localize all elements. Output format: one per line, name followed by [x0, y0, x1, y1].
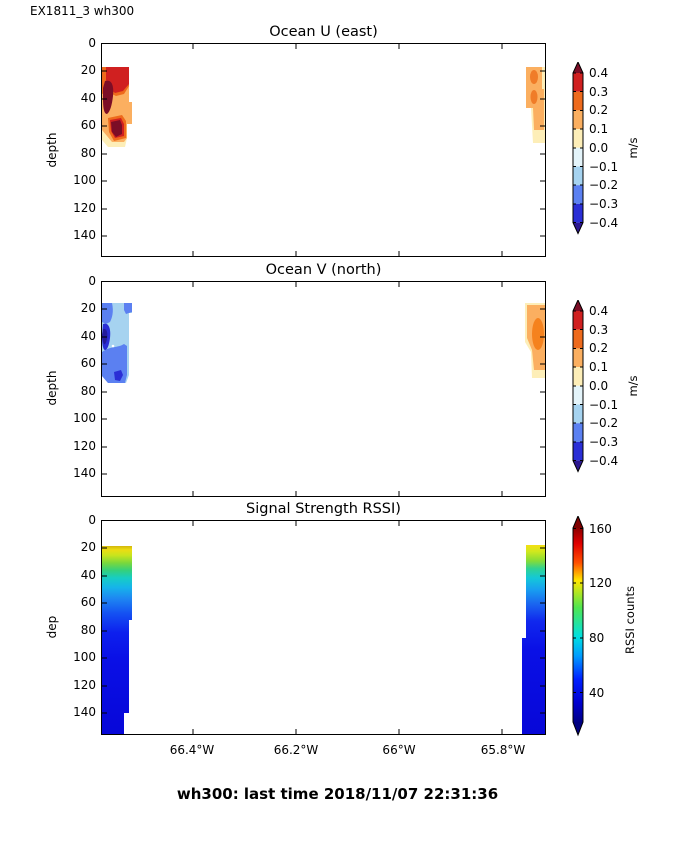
panel1-plot-area [102, 44, 545, 256]
panel1-ytick-120: 120 [73, 200, 96, 215]
xtick-65-8w: 65.8°W [480, 743, 526, 757]
cb3-tick-40: 40 [589, 685, 605, 700]
panel2-ytick-40: 40 [80, 328, 96, 343]
panel2-colorbar [572, 300, 584, 473]
panel3-colorbar [572, 516, 584, 737]
cb1-unit-label: m/s [626, 137, 640, 159]
panel3-ytick-100: 100 [73, 650, 96, 665]
cb1-tick-04: 0.4 [589, 66, 609, 80]
panel1-ytick-20: 20 [80, 63, 96, 78]
panel3-ytick-60: 60 [80, 595, 96, 610]
xtick-66-4w: 66.4°W [169, 743, 215, 757]
panel2-ytick-20: 20 [80, 301, 96, 316]
cb2-tick-03: 0.3 [589, 322, 609, 337]
panel3-title: Signal Strength RSSI) [246, 501, 401, 517]
cb2-tick-m01: −0.1 [589, 397, 619, 412]
panel1-ytick-0: 0 [88, 36, 96, 50]
panel1-title: Ocean U (east) [269, 24, 378, 40]
panel1-ytick-40: 40 [80, 90, 96, 105]
cb1-tick-m04: −0.4 [589, 215, 619, 230]
cb2-tick-m04: −0.4 [589, 453, 619, 468]
cb2-unit-label: m/s [626, 375, 640, 397]
xtick-66-2w: 66.2°W [273, 743, 319, 757]
panel3-ticks [102, 521, 545, 734]
panel1-colorbar [572, 62, 584, 235]
panel2-ytick-60: 60 [80, 356, 96, 371]
cb1-tick-01: 0.1 [589, 122, 609, 137]
cb1-tick-02: 0.2 [589, 103, 609, 118]
cb2-tick-01: 0.1 [589, 360, 609, 375]
panel3-ytick-120: 120 [73, 677, 96, 692]
panel2-plot-area [102, 282, 545, 496]
cb1-tick-m03: −0.3 [589, 196, 619, 211]
cb1-tick-m02: −0.2 [589, 178, 619, 193]
panel3-ytick-80: 80 [80, 622, 96, 637]
cb3-tick-120: 120 [589, 576, 612, 591]
panel2-ytick-0: 0 [88, 274, 96, 288]
panel3-ylabel: dep [45, 615, 59, 639]
panel2-west-contour [102, 303, 132, 383]
panel3-west-contour [102, 546, 132, 734]
panel2-ytick-80: 80 [80, 383, 96, 398]
cb2-tick-04: 0.4 [589, 304, 609, 318]
panel2-title: Ocean V (north) [265, 262, 382, 278]
panel3-ytick-140: 140 [73, 705, 96, 719]
cb1-tick-00: 0.0 [589, 140, 609, 155]
panel1-ytick-140: 140 [73, 228, 96, 242]
panel1-ticks [102, 44, 545, 256]
panel1-ytick-80: 80 [80, 145, 96, 160]
panel3-east-contour [522, 545, 545, 734]
panel2-ytick-120: 120 [73, 438, 96, 453]
cb3-tick-80: 80 [589, 630, 605, 645]
panel1-ytick-60: 60 [80, 118, 96, 133]
cb3-unit-label: RSSI counts [623, 585, 637, 655]
panel3-ytick-40: 40 [80, 567, 96, 582]
panel2-ticks [102, 282, 545, 496]
panel2-east-contour [525, 303, 545, 378]
cb1-tick-03: 0.3 [589, 84, 609, 99]
cb2-tick-m02: −0.2 [589, 416, 619, 431]
panel2-ytick-140: 140 [73, 466, 96, 480]
cb2-tick-m03: −0.3 [589, 434, 619, 449]
cb2-tick-00: 0.0 [589, 378, 609, 393]
panel1-ylabel: depth [45, 132, 59, 168]
panel2-ytick-100: 100 [73, 411, 96, 426]
cb3-tick-160: 160 [589, 521, 612, 536]
panel3-ytick-20: 20 [80, 540, 96, 555]
panel1-east-contour [526, 67, 545, 143]
cb2-tick-02: 0.2 [589, 341, 609, 356]
figure-header-label: EX1811_3 wh300 [30, 4, 135, 18]
cb1-tick-m01: −0.1 [589, 159, 619, 174]
xtick-66w: 66°W [382, 743, 416, 757]
panel3-axes [101, 520, 546, 735]
panel2-axes [101, 281, 546, 497]
panel2-ylabel: depth [45, 370, 59, 406]
panel1-axes [101, 43, 546, 257]
panel3-ytick-0: 0 [88, 513, 96, 527]
panel1-west-contour [102, 67, 132, 147]
panel1-ytick-100: 100 [73, 173, 96, 188]
panel3-plot-area [102, 521, 545, 734]
figure-footer-label: wh300: last time 2018/11/07 22:31:36 [176, 785, 499, 803]
